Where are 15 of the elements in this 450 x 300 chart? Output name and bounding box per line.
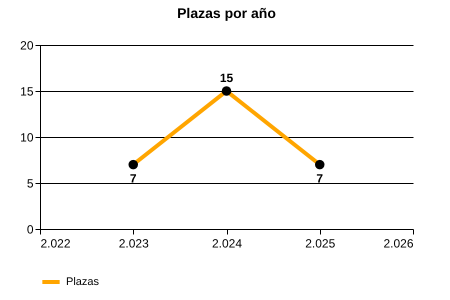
x-tick-label: 2.026 [383,236,414,250]
data-label: 15 [220,71,234,85]
chart-title: Plazas por año [177,5,276,21]
x-tick-label: 2.022 [40,236,71,250]
data-label: 7 [316,172,324,186]
x-tick-label: 2.023 [118,236,150,250]
x-tick-label: 2.024 [212,236,242,250]
y-tick-label: 15 [20,84,34,98]
y-tick-label: 20 [20,38,34,52]
x-tick-label: 2.025 [305,236,336,250]
data-label: 7 [130,172,137,186]
y-tick-label: 5 [26,176,34,190]
y-tick-label: 0 [26,222,34,236]
legend-label: Plazas [66,276,100,288]
y-tick-label: 10 [20,130,34,144]
